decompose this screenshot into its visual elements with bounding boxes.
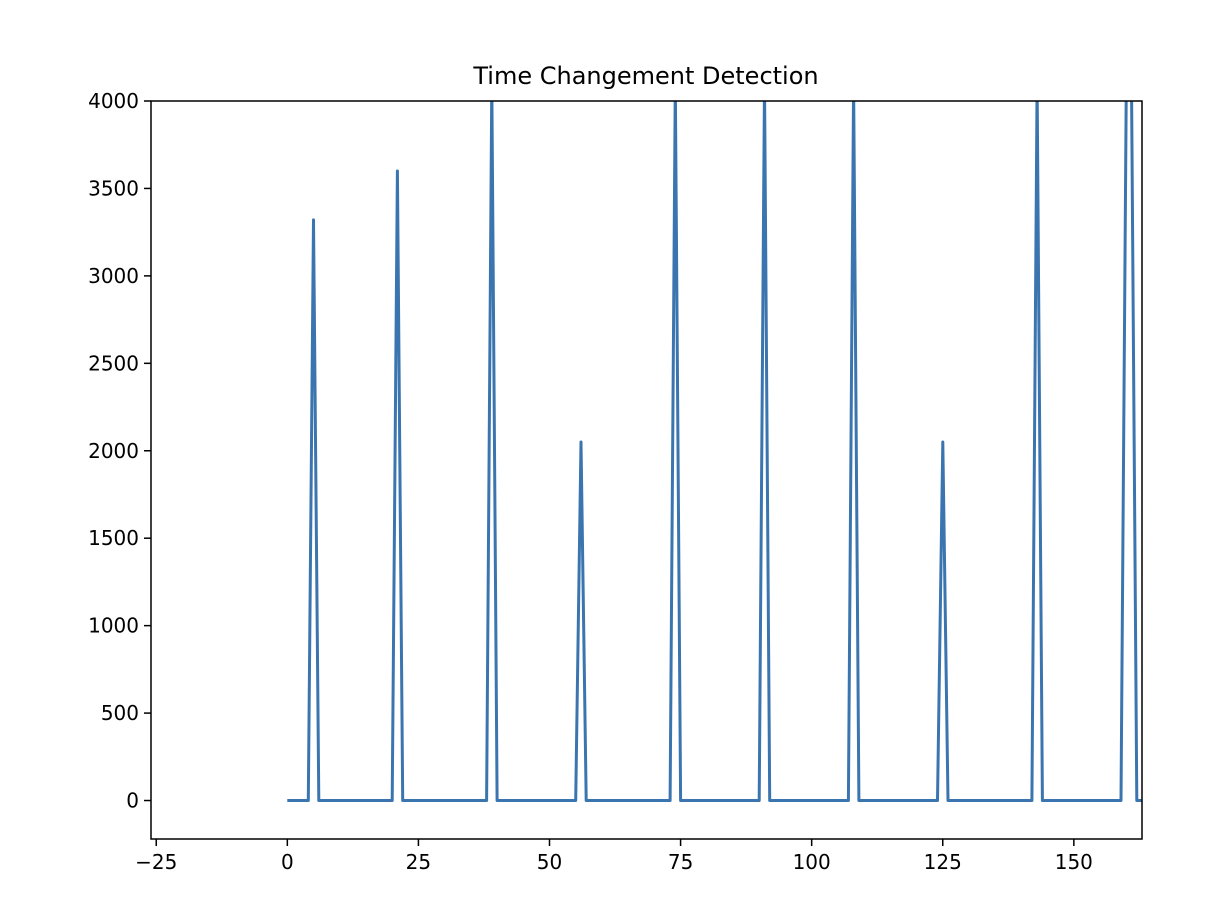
y-tick-label: 500 bbox=[101, 701, 139, 725]
x-axis-ticks: −25 0 25 50 75 100 125 150 bbox=[135, 839, 1093, 874]
y-tick-label: 3000 bbox=[88, 264, 139, 288]
y-axis-ticks: 0 500 1000 1500 2000 2500 3000 3500 4000 bbox=[88, 89, 151, 813]
x-tick-label: 50 bbox=[537, 850, 562, 874]
y-tick-label: 4000 bbox=[88, 89, 139, 113]
y-tick-label: 0 bbox=[126, 789, 139, 813]
x-tick-label: 0 bbox=[281, 850, 294, 874]
series-line bbox=[287, 101, 1142, 802]
x-tick-label: 25 bbox=[406, 850, 431, 874]
x-tick-label: 150 bbox=[1055, 850, 1093, 874]
y-tick-label: 1000 bbox=[88, 614, 139, 638]
y-tick-label: 1500 bbox=[88, 526, 139, 550]
x-tick-label: 75 bbox=[668, 850, 693, 874]
y-tick-label: 2000 bbox=[88, 439, 139, 463]
y-tick-label: 2500 bbox=[88, 351, 139, 375]
x-tick-label: −25 bbox=[135, 850, 177, 874]
y-tick-label: 3500 bbox=[88, 176, 139, 200]
x-tick-label: 125 bbox=[924, 850, 962, 874]
x-tick-label: 100 bbox=[793, 850, 831, 874]
plot-area-frame bbox=[150, 100, 1143, 840]
chart-title: Time Changement Detection bbox=[472, 62, 818, 90]
